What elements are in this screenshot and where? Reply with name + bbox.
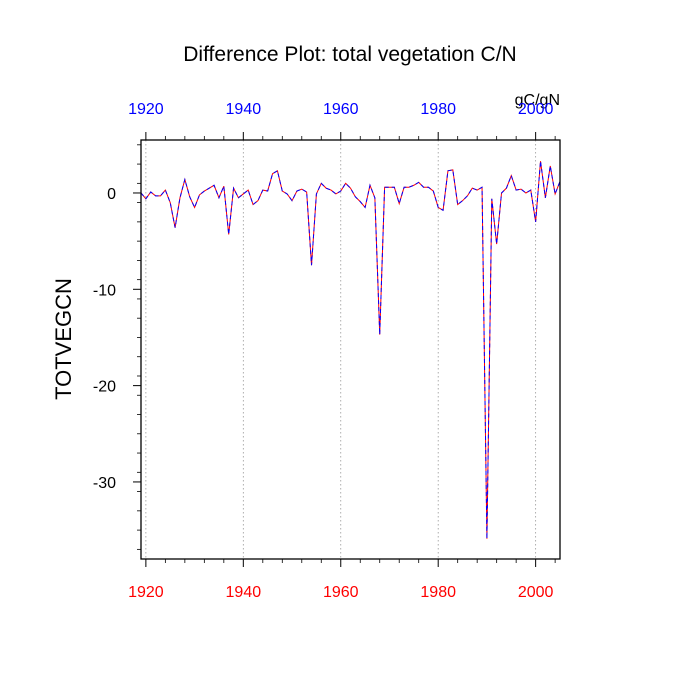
x-tick-label-top: 1920 xyxy=(128,101,164,118)
y-tick-label: -20 xyxy=(93,379,116,396)
series-line-dashed xyxy=(140,161,561,539)
x-tick-label-bottom: 2000 xyxy=(518,584,554,601)
x-tick-label-top: 1940 xyxy=(226,101,262,118)
x-tick-label-top: 1980 xyxy=(420,101,456,118)
x-tick-label-bottom: 1980 xyxy=(420,584,456,601)
tick-marks xyxy=(133,132,556,567)
x-tick-label-top: 1960 xyxy=(323,101,359,118)
series-line-solid xyxy=(140,161,561,539)
units-label: gC/gN xyxy=(515,92,560,109)
y-tick-label: -30 xyxy=(93,475,116,492)
plot-frame xyxy=(140,139,561,560)
x-tick-label-bottom: 1960 xyxy=(323,584,359,601)
x-tick-label-top: 2000 xyxy=(518,101,554,118)
tick-labels: 1920 1920 1940 1940 1960 1960 1980 1980 2000 2000… xyxy=(93,101,554,601)
x-tick-label-bottom: 1940 xyxy=(226,584,262,601)
x-tick-label-bottom: 1920 xyxy=(128,584,164,601)
gridlines xyxy=(145,140,537,559)
y-axis-label: TOTVEGCN xyxy=(51,278,76,400)
series-lines xyxy=(140,161,561,539)
y-tick-label: 0 xyxy=(107,186,116,203)
chart-title: Difference Plot: total vegetation C/N xyxy=(183,43,516,66)
y-tick-label: -10 xyxy=(93,282,116,299)
